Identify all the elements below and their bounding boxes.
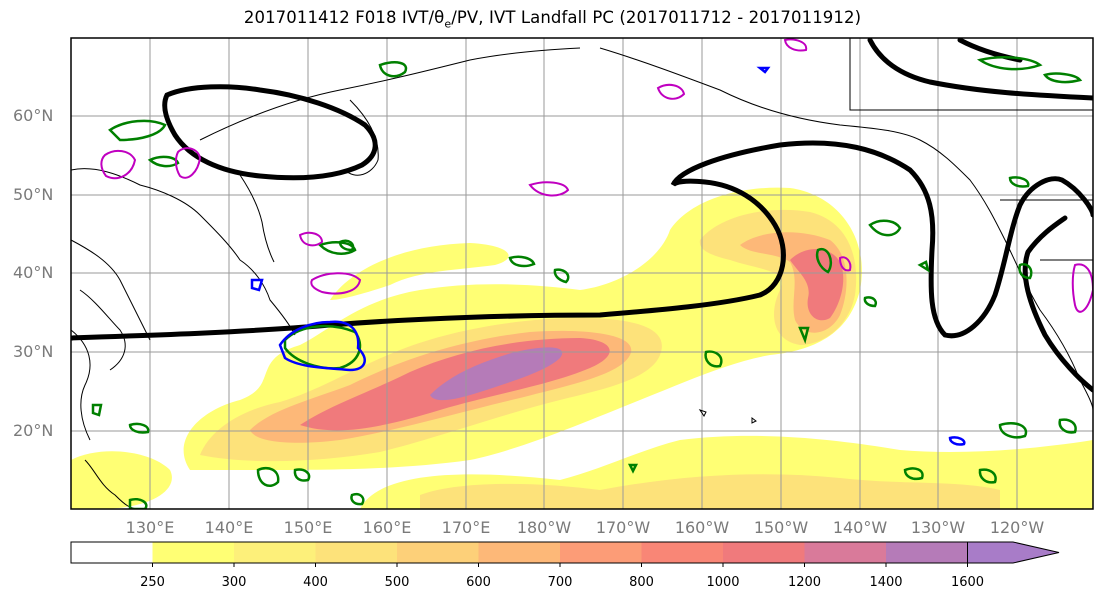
lat-label-20: 20°N xyxy=(13,421,54,440)
colorbar-tick-label: 600 xyxy=(466,575,491,590)
lon-label-140e: 140°E xyxy=(204,518,254,537)
colorbar-tick-label: 400 xyxy=(303,575,328,590)
colorbar-tick-label: 1600 xyxy=(950,575,985,590)
colorbar-frame xyxy=(70,541,968,564)
lat-label-60: 60°N xyxy=(13,106,54,125)
coastlines xyxy=(71,38,1093,509)
colorbar-segment xyxy=(641,542,724,563)
pv-contours-blue xyxy=(250,66,966,446)
lat-label-40: 40°N xyxy=(13,263,54,282)
ivt-300c xyxy=(420,474,1000,509)
lon-label-160w: 160°W xyxy=(674,518,730,537)
lon-label-180w: 180°W xyxy=(516,518,572,537)
colorbar-segment xyxy=(71,542,153,563)
colorbar-segment xyxy=(804,542,887,563)
colorbar-tick-label: 300 xyxy=(221,575,247,590)
lat-label-30: 30°N xyxy=(13,342,54,361)
colorbar-extend-arrow xyxy=(967,541,1060,564)
colorbar-tick-label: 1200 xyxy=(787,575,822,590)
lon-label-170w: 170°W xyxy=(595,518,651,537)
colorbar-segment xyxy=(397,542,479,563)
colorbar xyxy=(70,541,1060,567)
pv-contours-green xyxy=(91,56,1083,509)
colorbar-tick-label: 500 xyxy=(384,575,410,590)
colorbar-tick-label: 1400 xyxy=(869,575,903,590)
colorbar-tick-label: 250 xyxy=(140,575,165,590)
lon-label-150w: 150°W xyxy=(753,518,809,537)
ivt-1400 xyxy=(430,347,563,401)
colorbar-segment xyxy=(560,542,642,563)
ivt-shading xyxy=(71,187,1093,509)
map-frame xyxy=(70,37,1094,510)
colorbar-segment xyxy=(886,542,968,563)
colorbar-segment xyxy=(152,542,235,563)
graticule xyxy=(71,38,1093,509)
colorbar-segment xyxy=(723,542,805,563)
lon-label-170e: 170°E xyxy=(441,518,491,537)
ivt-250b xyxy=(330,243,509,300)
pv-contours-magenta xyxy=(100,38,1093,313)
colorbar-tick-label: 700 xyxy=(547,575,573,590)
colorbar-segment xyxy=(315,542,398,563)
lon-label-150e: 150°E xyxy=(283,518,333,537)
ivt-250c xyxy=(71,451,172,509)
colorbar-tick-label: 800 xyxy=(629,575,654,590)
plot-title: 2017011412 F018 IVT/θe/PV, IVT Landfall … xyxy=(243,8,862,31)
colorbar-segment xyxy=(234,542,316,563)
lat-label-50: 50°N xyxy=(13,185,54,204)
colorbar-segment xyxy=(478,542,561,563)
lon-label-160e: 160°E xyxy=(362,518,412,537)
lon-label-140w: 140°W xyxy=(832,518,888,537)
theta-contours xyxy=(71,38,1093,393)
lon-label-130w: 130°W xyxy=(910,518,966,537)
colorbar-tick-label: 1000 xyxy=(706,575,740,590)
lon-label-130e: 130°E xyxy=(125,518,175,537)
lon-label-120w: 120°W xyxy=(989,518,1045,537)
